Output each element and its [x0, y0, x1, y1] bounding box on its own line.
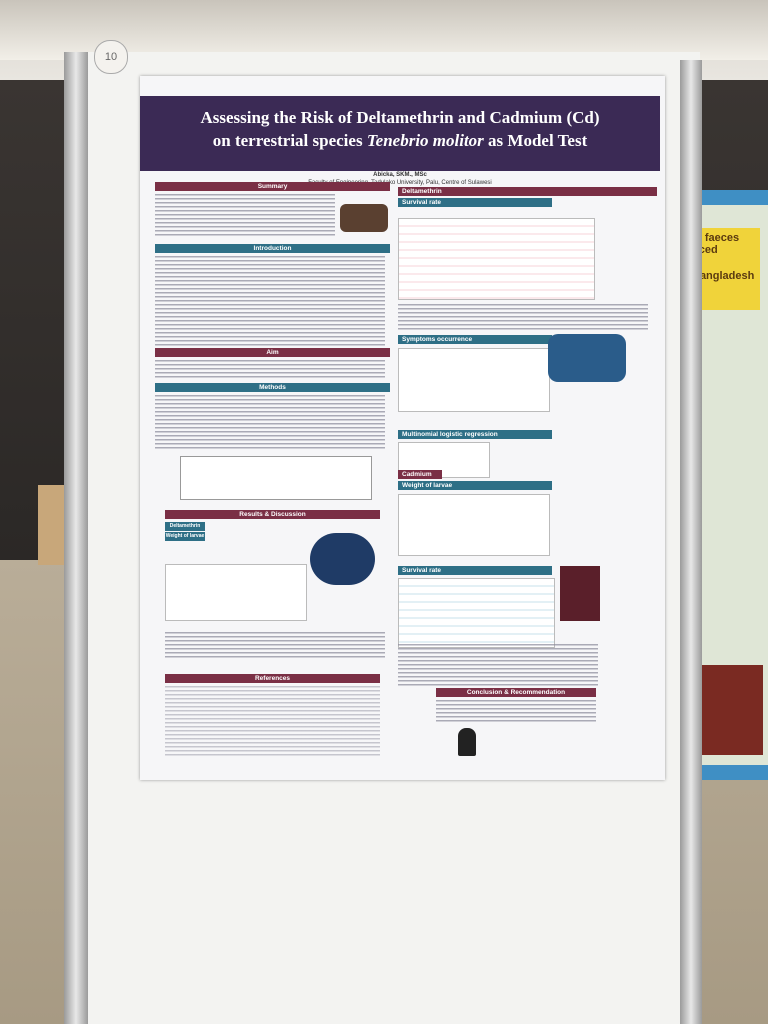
title-part: Tenebrio molitor: [366, 131, 484, 150]
neighbor-text: Bangladesh: [692, 270, 755, 282]
affiliation: Faculty of Engineering, Tadulako Univers…: [308, 180, 492, 186]
table-image: [398, 218, 595, 300]
sub-label: Weight of larvae: [165, 532, 205, 541]
text-block: [155, 194, 335, 238]
section-header: Multinomial logistic regression: [398, 430, 552, 439]
section-header: References: [165, 674, 380, 683]
text-block: [165, 686, 380, 756]
text-block: [398, 644, 598, 688]
callout: [560, 566, 600, 621]
chart-image: [398, 348, 550, 412]
method-diagram: [180, 456, 372, 500]
image: [340, 204, 388, 232]
section-header: Survival rate: [398, 198, 552, 207]
callout: [548, 334, 626, 382]
poster: Assessing the Risk of Deltamethrin and C…: [140, 76, 665, 780]
author: Abicka, SKM., MSc: [373, 172, 427, 178]
section-header: Results & Discussion: [165, 510, 380, 519]
text-block: [155, 360, 385, 380]
section-header: Summary: [155, 182, 390, 191]
section-header: Introduction: [155, 244, 390, 253]
text-block: [165, 632, 385, 660]
title: on terrestrial species Tenebrio molitor …: [140, 129, 660, 152]
callout: [310, 533, 375, 585]
author-photo: [458, 728, 476, 756]
section-header: Aim: [155, 348, 390, 357]
pole: [64, 52, 88, 1024]
title: Assessing the Risk of Deltamethrin and C…: [200, 108, 600, 127]
title-band: Assessing the Risk of Deltamethrin and C…: [140, 96, 660, 171]
section-header: Deltamethrin: [398, 187, 657, 196]
section-header: Methods: [155, 383, 390, 392]
section-header: Cadmium: [398, 470, 442, 479]
text-block: [436, 700, 596, 724]
section-header: Weight of larvae: [398, 481, 552, 490]
pole: [680, 60, 702, 1024]
text-block: [155, 395, 385, 451]
section-header: Survival rate: [398, 566, 552, 575]
text-block: [398, 304, 648, 330]
text-block: [155, 256, 385, 346]
section-header: Symptoms occurrence: [398, 335, 552, 344]
table-image: [398, 578, 555, 648]
section-header: Conclusion & Recommendation: [436, 688, 596, 697]
board-number: 10: [94, 40, 128, 74]
title-part: as Model Test: [488, 131, 588, 150]
chart-image: [165, 564, 307, 621]
title-part: on terrestrial species: [212, 131, 363, 150]
sub-label: Deltamethrin: [165, 522, 205, 531]
chart-image: [398, 494, 550, 556]
ceiling: [0, 0, 768, 60]
neighbor-text: ld faeces: [692, 232, 740, 244]
